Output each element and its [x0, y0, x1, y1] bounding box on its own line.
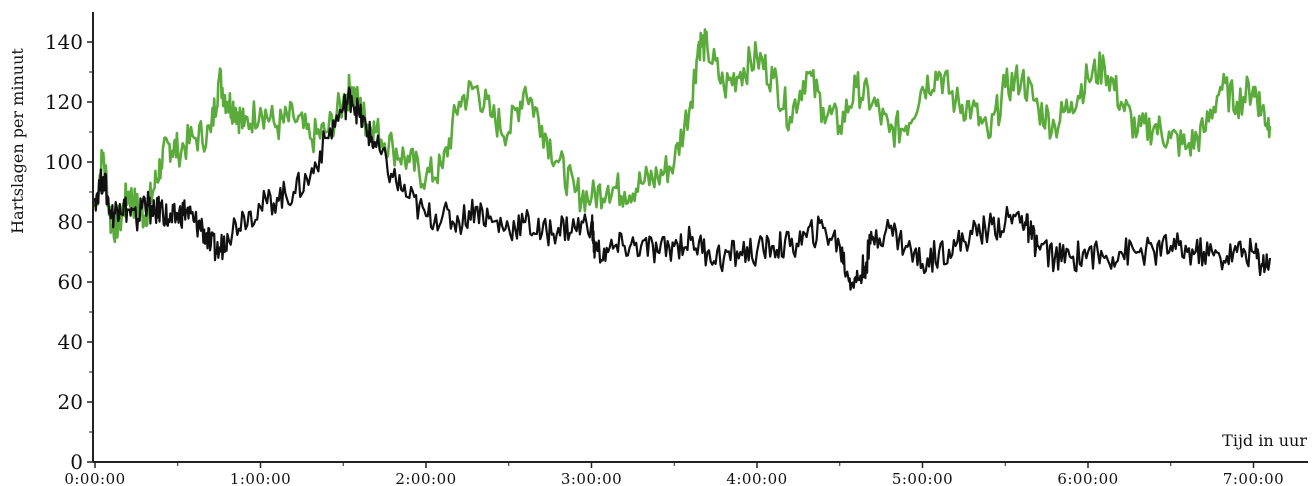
x-tick-label: 0:00:00: [64, 470, 125, 486]
axis-layer: [92, 12, 1308, 463]
x-tick-layer: 0:00:00 1:00:00 2:00:00 3:00:00 4:00:00 5:00:…: [64, 462, 1284, 486]
x-tick-label: 5:00:00: [892, 470, 953, 486]
series-line-green: [93, 28, 1272, 244]
y-axis-label: Hartslagen per minuut: [8, 48, 27, 234]
y-tick-label: 20: [58, 390, 83, 414]
y-tick-label: 0: [70, 450, 83, 474]
y-tick-label: 140: [45, 30, 83, 54]
y-tick-label: 60: [58, 270, 83, 294]
x-tick-label: 2:00:00: [395, 470, 456, 486]
y-tick-layer: 0 20 40 60 80 100 120 140: [45, 30, 93, 474]
series-layer: [93, 28, 1272, 291]
x-tick-label: 3:00:00: [561, 470, 622, 486]
x-tick-label: 4:00:00: [726, 470, 787, 486]
y-tick-label: 100: [45, 150, 83, 174]
x-axis-label: Tijd in uur: [1222, 431, 1307, 450]
x-tick-label: 7:00:00: [1223, 470, 1284, 486]
y-tick-label: 40: [58, 330, 83, 354]
x-tick-label: 1:00:00: [230, 470, 291, 486]
y-tick-label: 80: [58, 210, 83, 234]
y-tick-label: 120: [45, 90, 83, 114]
series-line-black: [93, 86, 1272, 291]
x-tick-label: 6:00:00: [1057, 470, 1118, 486]
